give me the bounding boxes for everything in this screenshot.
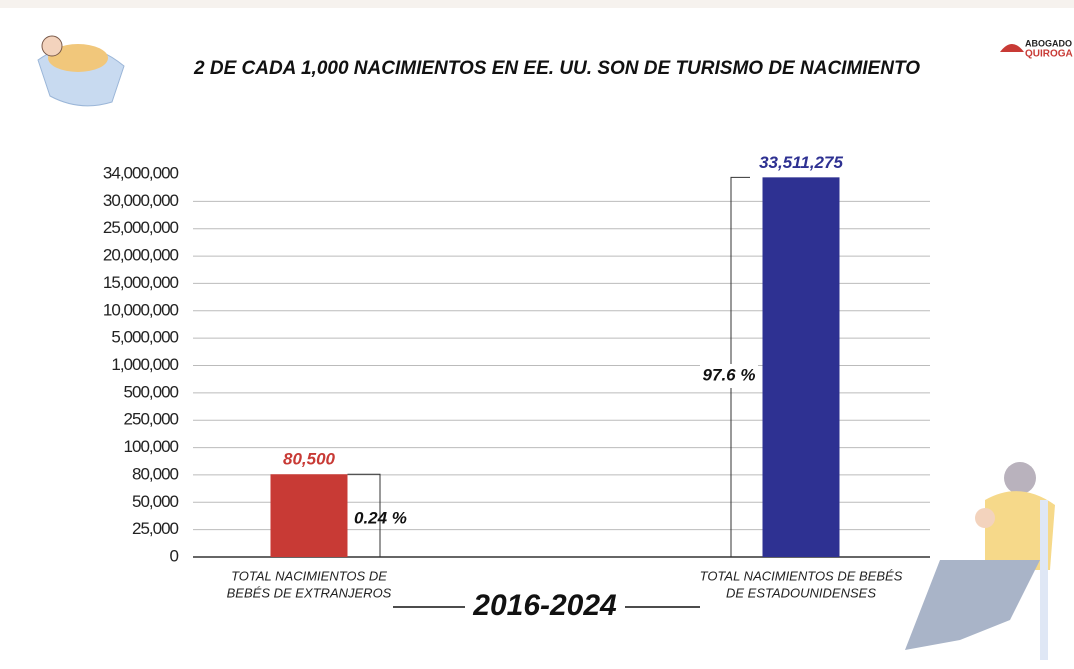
annotation-bg bbox=[700, 364, 758, 388]
period-label: 2016-2024 bbox=[472, 589, 617, 622]
bar bbox=[762, 177, 840, 557]
y-tick-label: 50,000 bbox=[132, 492, 179, 511]
y-tick-label: 25,000,000 bbox=[103, 218, 179, 237]
category-label: DE ESTADOUNIDENSES bbox=[726, 585, 876, 600]
value-label: 33,511,275 bbox=[759, 153, 843, 172]
value-label: 80,500 bbox=[283, 450, 336, 469]
annotation: 97.6 % bbox=[703, 365, 756, 384]
logo-mark bbox=[1000, 44, 1024, 52]
y-tick-label: 500,000 bbox=[124, 382, 179, 401]
category-label: BEBÉS DE EXTRANJEROS bbox=[227, 585, 392, 600]
chart-title: 2 DE CADA 1,000 NACIMIENTOS EN EE. UU. S… bbox=[193, 58, 920, 79]
logo: ABOGADO QUIROGA bbox=[1000, 38, 1073, 60]
bracket bbox=[730, 176, 750, 557]
baby-illustration bbox=[37, 35, 125, 107]
y-tick-label: 20,000,000 bbox=[103, 246, 179, 265]
top-band bbox=[0, 0, 1074, 8]
y-tick-label: 5,000,000 bbox=[111, 328, 178, 347]
logo-text: QUIROGA bbox=[1025, 49, 1073, 60]
y-tick-label: 15,000,000 bbox=[103, 273, 179, 292]
logo-text: ABOGADO bbox=[1025, 38, 1072, 48]
y-tick-label: 1,000,000 bbox=[111, 355, 178, 374]
annotation: 0.24 % bbox=[354, 508, 407, 527]
mother-illustration bbox=[905, 462, 1055, 660]
y-tick-label: 30,000,000 bbox=[103, 191, 179, 210]
category-label: TOTAL NACIMIENTOS DE BEBÉS bbox=[700, 568, 903, 583]
y-tick-label: 100,000 bbox=[124, 437, 179, 456]
y-tick-label: 80,000 bbox=[132, 464, 179, 483]
y-tick-label: 34,000,000 bbox=[103, 163, 179, 182]
category-label: TOTAL NACIMIENTOS DE bbox=[231, 568, 387, 583]
bracket bbox=[347, 473, 381, 557]
y-tick-label: 25,000 bbox=[132, 519, 179, 538]
y-tick-label: 10,000,000 bbox=[103, 300, 179, 319]
y-tick-label: 0 bbox=[170, 546, 179, 565]
y-tick-label: 250,000 bbox=[124, 410, 179, 429]
bar bbox=[270, 474, 348, 557]
